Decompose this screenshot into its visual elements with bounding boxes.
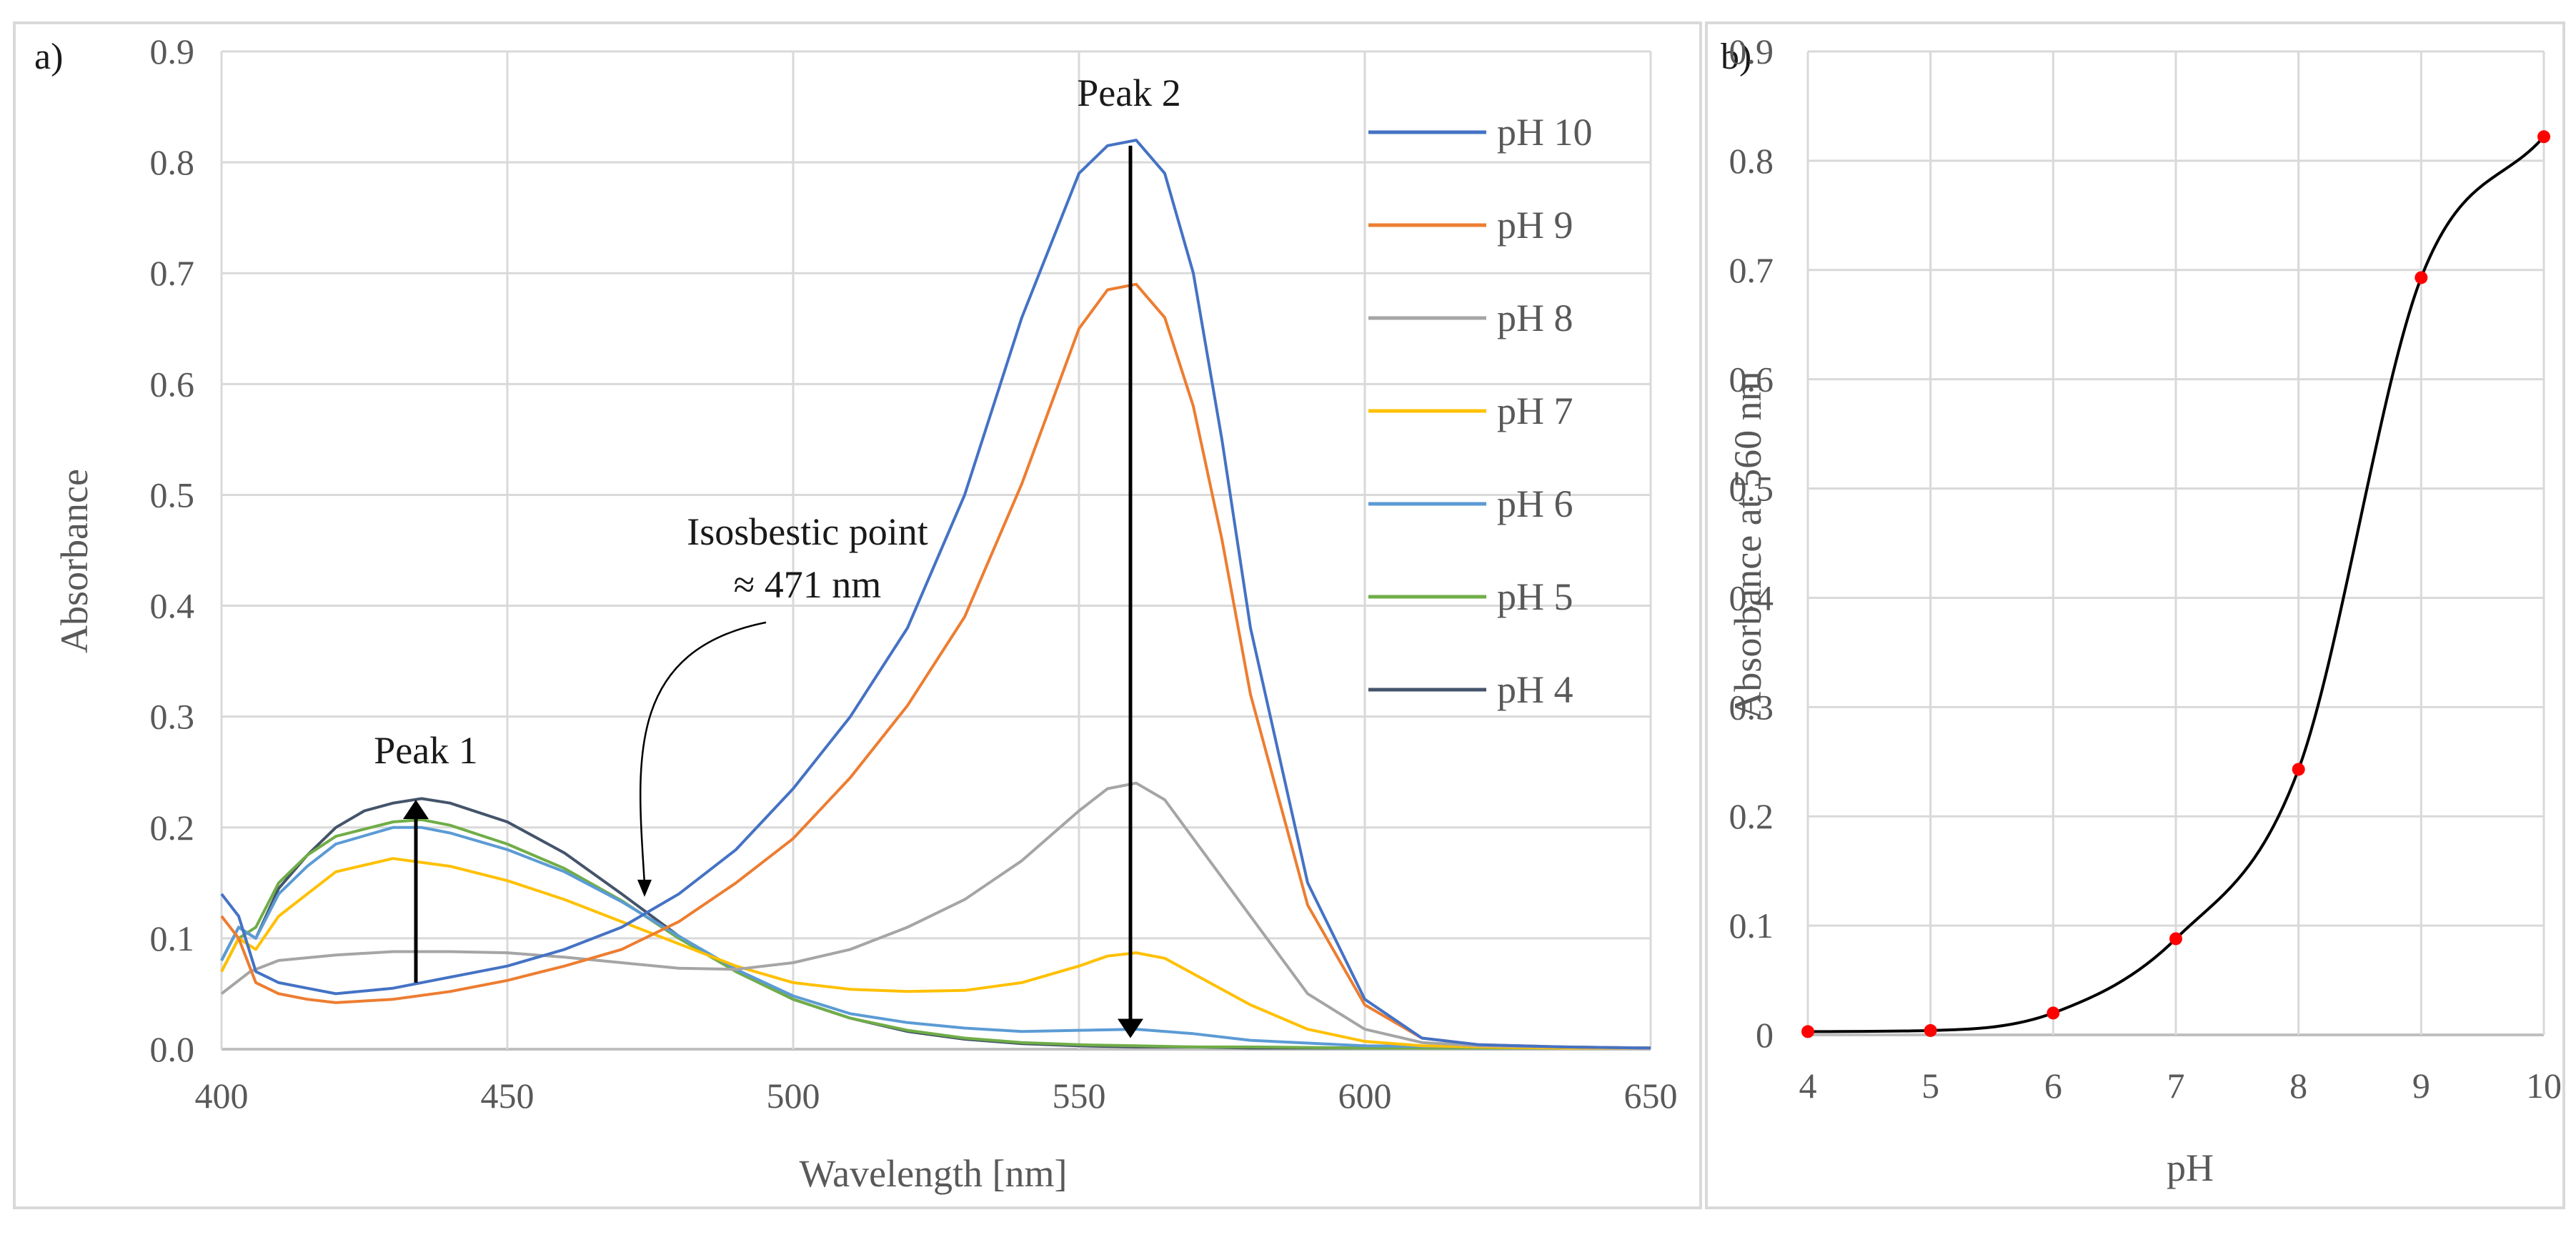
data-point-ph-9 [2415, 271, 2428, 284]
panel-a-y-tick-label: 0.3 [150, 697, 195, 737]
panel-a-x-axis-title: Wavelength [nm] [799, 1152, 1067, 1195]
series-line-ph-8 [220, 781, 1651, 1050]
data-point-ph-4 [1801, 1025, 1814, 1038]
panel-b-y-tick-label: 0.3 [1729, 687, 1774, 727]
panel-a-label: a) [34, 36, 63, 77]
panel-b-x-tick-label: 5 [1921, 1066, 1939, 1106]
panel-a-annotations: Peak 1 Peak 2 Isosbestic point ≈ 471 nm [374, 71, 1181, 1038]
panel-a-y-tick-label: 0.6 [150, 364, 195, 404]
panel-b-x-axis-title: pH [2167, 1146, 2214, 1189]
panel-a-series-lines [220, 139, 1651, 1050]
panel-a-y-axis-title: Absorbance [53, 469, 96, 653]
series-line-ph-6 [220, 825, 1651, 1050]
peak-2-label: Peak 2 [1077, 71, 1180, 114]
legend-label-ph-9: pH 9 [1497, 204, 1573, 247]
series-line-ph-9 [220, 282, 1651, 1050]
panel-b-x-tick-label: 10 [2526, 1066, 2562, 1106]
panel-b-absorbance-vs-ph: b) 0 0.1 0.2 0.3 0.4 0.5 0.6 0.7 0.8 0.9 4 5 6 7 8 9 10… [1705, 21, 2565, 1209]
panel-a-x-tick-label: 550 [1053, 1076, 1106, 1116]
series-line-ph-10 [220, 139, 1651, 1050]
isosbestic-arrow-curve [639, 621, 767, 884]
panel-a-y-tick-label: 0.9 [150, 31, 195, 71]
panel-a-y-tick-label: 0.2 [150, 808, 195, 848]
panel-a-y-tick-labels: 0.0 0.1 0.2 0.3 0.4 0.5 0.6 0.7 0.8 0.9 [150, 31, 195, 1069]
isosbestic-label-line2: ≈ 471 nm [734, 563, 882, 606]
series-line-ph-7 [220, 857, 1651, 1050]
panel-a-absorbance-spectra: a) 0.0 0.1 0.2 0.3 0.4 0.5 0.6 0.7 0.8 0.9 400 450… [13, 21, 1702, 1209]
panel-b-y-tick-labels: 0 0.1 0.2 0.3 0.4 0.5 0.6 0.7 0.8 0.9 [1729, 31, 1774, 1055]
panel-a-x-tick-label: 650 [1624, 1076, 1678, 1116]
panel-a-x-tick-label: 400 [195, 1076, 249, 1116]
peak-1-label: Peak 1 [374, 729, 477, 772]
isosbestic-label-line1: Isosbestic point [687, 510, 928, 553]
panel-b-y-tick-label: 0.1 [1729, 906, 1774, 946]
panel-b-y-tick-label: 0.6 [1729, 359, 1774, 400]
panel-b-y-axis-title: Absorbance at 560 nm [1726, 371, 1769, 719]
panel-b-border [1705, 21, 2565, 1209]
data-point-ph-7 [2169, 932, 2182, 946]
panel-b-x-tick-label: 9 [2412, 1066, 2430, 1106]
panel-a-y-tick-label: 0.0 [150, 1029, 195, 1069]
legend-label-ph-10: pH 10 [1497, 111, 1593, 154]
isosbestic-arrow-head [637, 879, 652, 897]
panel-b-y-tick-label: 0 [1756, 1015, 1774, 1055]
panel-a-y-tick-label: 0.8 [150, 142, 195, 182]
panel-b-y-tick-label: 0.9 [1729, 31, 1774, 71]
panel-b-y-tick-label: 0.7 [1729, 250, 1774, 290]
data-point-ph-10 [2537, 130, 2550, 144]
panel-b-y-tick-label: 0.4 [1729, 577, 1774, 618]
panel-b-y-tick-label: 0.2 [1729, 796, 1774, 836]
panel-a-y-tick-label: 0.1 [150, 918, 195, 958]
data-point-ph-8 [2292, 763, 2305, 776]
legend-label-ph-5: pH 5 [1497, 575, 1573, 618]
panel-b-label: b) [1721, 36, 1751, 77]
peak-2-arrow-head [1118, 1018, 1143, 1038]
panel-a-x-tick-labels: 400 450 500 550 600 650 [195, 1076, 1678, 1116]
panel-a-gridlines [220, 50, 1652, 1051]
legend-label-ph-8: pH 8 [1497, 297, 1573, 339]
legend-label-ph-4: pH 4 [1497, 668, 1573, 711]
panel-a-x-tick-label: 450 [481, 1076, 534, 1116]
panel-a-y-tick-label: 0.7 [150, 253, 195, 293]
panel-a-border [13, 21, 1702, 1209]
peak-1-arrow-head [403, 800, 429, 819]
legend-label-ph-7: pH 7 [1497, 390, 1573, 432]
panel-b-gridlines [1806, 50, 2545, 1036]
legend-label-ph-6: pH 6 [1497, 482, 1573, 525]
data-point-ph-6 [2047, 1006, 2060, 1020]
panel-b-x-tick-label: 4 [1799, 1066, 1817, 1106]
panel-b-y-tick-label: 0.8 [1729, 141, 1774, 181]
panel-b-x-tick-label: 6 [2044, 1066, 2062, 1106]
panel-b-data-points [1801, 130, 2550, 1038]
data-point-ph-5 [1924, 1023, 1937, 1037]
panel-b-x-tick-label: 8 [2289, 1066, 2307, 1106]
panel-a-y-tick-label: 0.5 [150, 475, 195, 515]
panel-b-x-tick-labels: 4 5 6 7 8 9 10 [1799, 1066, 2562, 1106]
panel-b-x-tick-label: 7 [2167, 1066, 2185, 1106]
panel-a-x-tick-label: 600 [1338, 1076, 1392, 1116]
panel-b-y-tick-label: 0.5 [1729, 469, 1774, 509]
panel-a-x-tick-label: 500 [767, 1076, 820, 1116]
panel-a-y-tick-label: 0.4 [150, 586, 195, 626]
panel-a-legend: pH 10 pH 9 pH 8 pH 7 pH 6 pH 5 pH 4 [1368, 111, 1593, 711]
